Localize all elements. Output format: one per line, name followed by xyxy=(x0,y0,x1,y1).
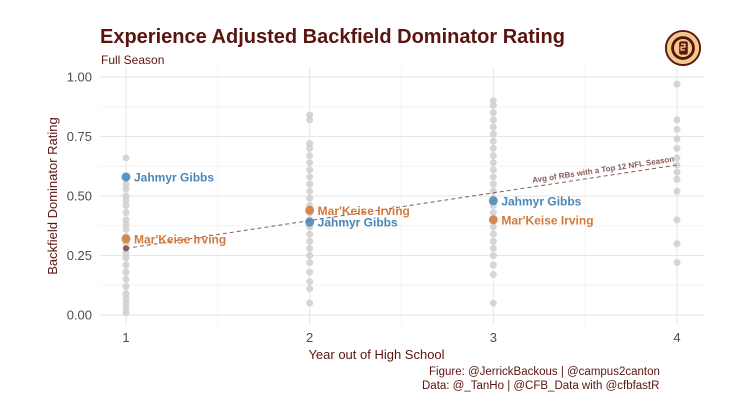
background-point xyxy=(673,240,681,248)
background-point xyxy=(489,109,497,117)
background-point xyxy=(306,237,314,245)
x-tick-label: 2 xyxy=(306,330,313,345)
background-point xyxy=(306,244,314,252)
background-point xyxy=(489,159,497,167)
background-point xyxy=(122,282,130,290)
y-axis-title: Backfield Dominator Rating xyxy=(45,117,60,275)
background-point xyxy=(122,209,130,217)
series-point xyxy=(488,215,498,225)
x-tick-label: 1 xyxy=(122,330,129,345)
background-point xyxy=(306,285,314,293)
background-point xyxy=(122,254,130,262)
series-point-label: Jahmyr Gibbs xyxy=(134,170,214,184)
background-point xyxy=(673,216,681,224)
background-point xyxy=(489,137,497,145)
background-point xyxy=(122,275,130,283)
background-point xyxy=(489,173,497,181)
background-point xyxy=(122,261,130,269)
background-point xyxy=(306,194,314,202)
background-point xyxy=(122,225,130,233)
chart-title: Experience Adjusted Backfield Dominator … xyxy=(100,26,565,48)
series-point xyxy=(305,205,315,215)
background-point xyxy=(306,268,314,276)
series-point-label: Jahmyr Gibbs xyxy=(318,216,398,230)
background-point xyxy=(489,237,497,245)
background-point xyxy=(306,159,314,167)
background-point xyxy=(489,261,497,269)
background-point xyxy=(489,180,497,188)
background-point xyxy=(673,144,681,152)
series-point xyxy=(121,234,131,244)
x-tick-label: 3 xyxy=(490,330,497,345)
background-point xyxy=(306,299,314,307)
background-point xyxy=(673,259,681,267)
series-point xyxy=(121,172,131,182)
background-point xyxy=(673,168,681,176)
background-point xyxy=(489,102,497,110)
background-point xyxy=(673,161,681,169)
background-point xyxy=(489,252,497,259)
series-point xyxy=(305,217,315,227)
background-point xyxy=(306,152,314,160)
background-point xyxy=(306,166,314,174)
background-point xyxy=(489,209,497,217)
background-point xyxy=(673,135,681,143)
background-point xyxy=(489,166,497,174)
background-point xyxy=(489,152,497,160)
background-point xyxy=(122,185,130,193)
background-point xyxy=(306,259,314,267)
background-point xyxy=(306,278,314,286)
trend-line xyxy=(125,164,678,249)
background-point xyxy=(489,130,497,138)
background-point xyxy=(673,125,681,133)
campus2canton-logo-icon xyxy=(664,29,702,67)
background-point xyxy=(122,268,130,276)
background-point xyxy=(489,116,497,124)
x-tick-label: 4 xyxy=(673,330,680,345)
background-point xyxy=(122,154,130,162)
series-point xyxy=(488,196,498,206)
series-point-label: Mar'Keise Irving xyxy=(501,213,593,227)
background-point xyxy=(489,244,497,252)
background-point xyxy=(489,223,497,231)
y-tick-label: 0.75 xyxy=(67,129,92,144)
background-point xyxy=(306,180,314,188)
background-point xyxy=(306,144,314,152)
series-point-label: Mar'Keise Irving xyxy=(134,232,226,246)
background-point xyxy=(489,123,497,131)
y-tick-label: 0.50 xyxy=(67,189,92,204)
background-point xyxy=(306,173,314,181)
background-point xyxy=(489,299,497,307)
series-point-label: Jahmyr Gibbs xyxy=(501,194,581,208)
background-point xyxy=(489,230,497,238)
trend-start-point xyxy=(123,245,129,252)
y-tick-label: 0.00 xyxy=(67,308,92,323)
background-point xyxy=(306,230,314,238)
background-point xyxy=(673,154,681,162)
figure-credit: Figure: @JerrickBackous | @campus2canton xyxy=(429,366,660,378)
background-point xyxy=(673,80,681,88)
trend-line-label: Avg of RBs with a Top 12 NFL Season xyxy=(532,155,675,185)
series-point-label: Mar'Keise Irving xyxy=(318,204,410,218)
background-point xyxy=(673,116,681,124)
background-point xyxy=(673,187,681,195)
background-point xyxy=(306,252,314,259)
background-point xyxy=(306,116,314,124)
background-point xyxy=(489,271,497,279)
background-point xyxy=(489,144,497,152)
background-point xyxy=(489,187,497,195)
data-credit: Data: @_TanHo | @CFB_Data with @cfbfastR xyxy=(422,380,660,392)
background-point xyxy=(122,309,130,317)
y-tick-label: 1.00 xyxy=(67,70,92,85)
background-point xyxy=(122,202,130,210)
background-point xyxy=(673,175,681,183)
x-axis-title: Year out of High School xyxy=(308,347,444,362)
y-tick-label: 0.25 xyxy=(67,248,92,263)
chart-subtitle: Full Season xyxy=(101,53,165,67)
background-point xyxy=(306,187,314,195)
